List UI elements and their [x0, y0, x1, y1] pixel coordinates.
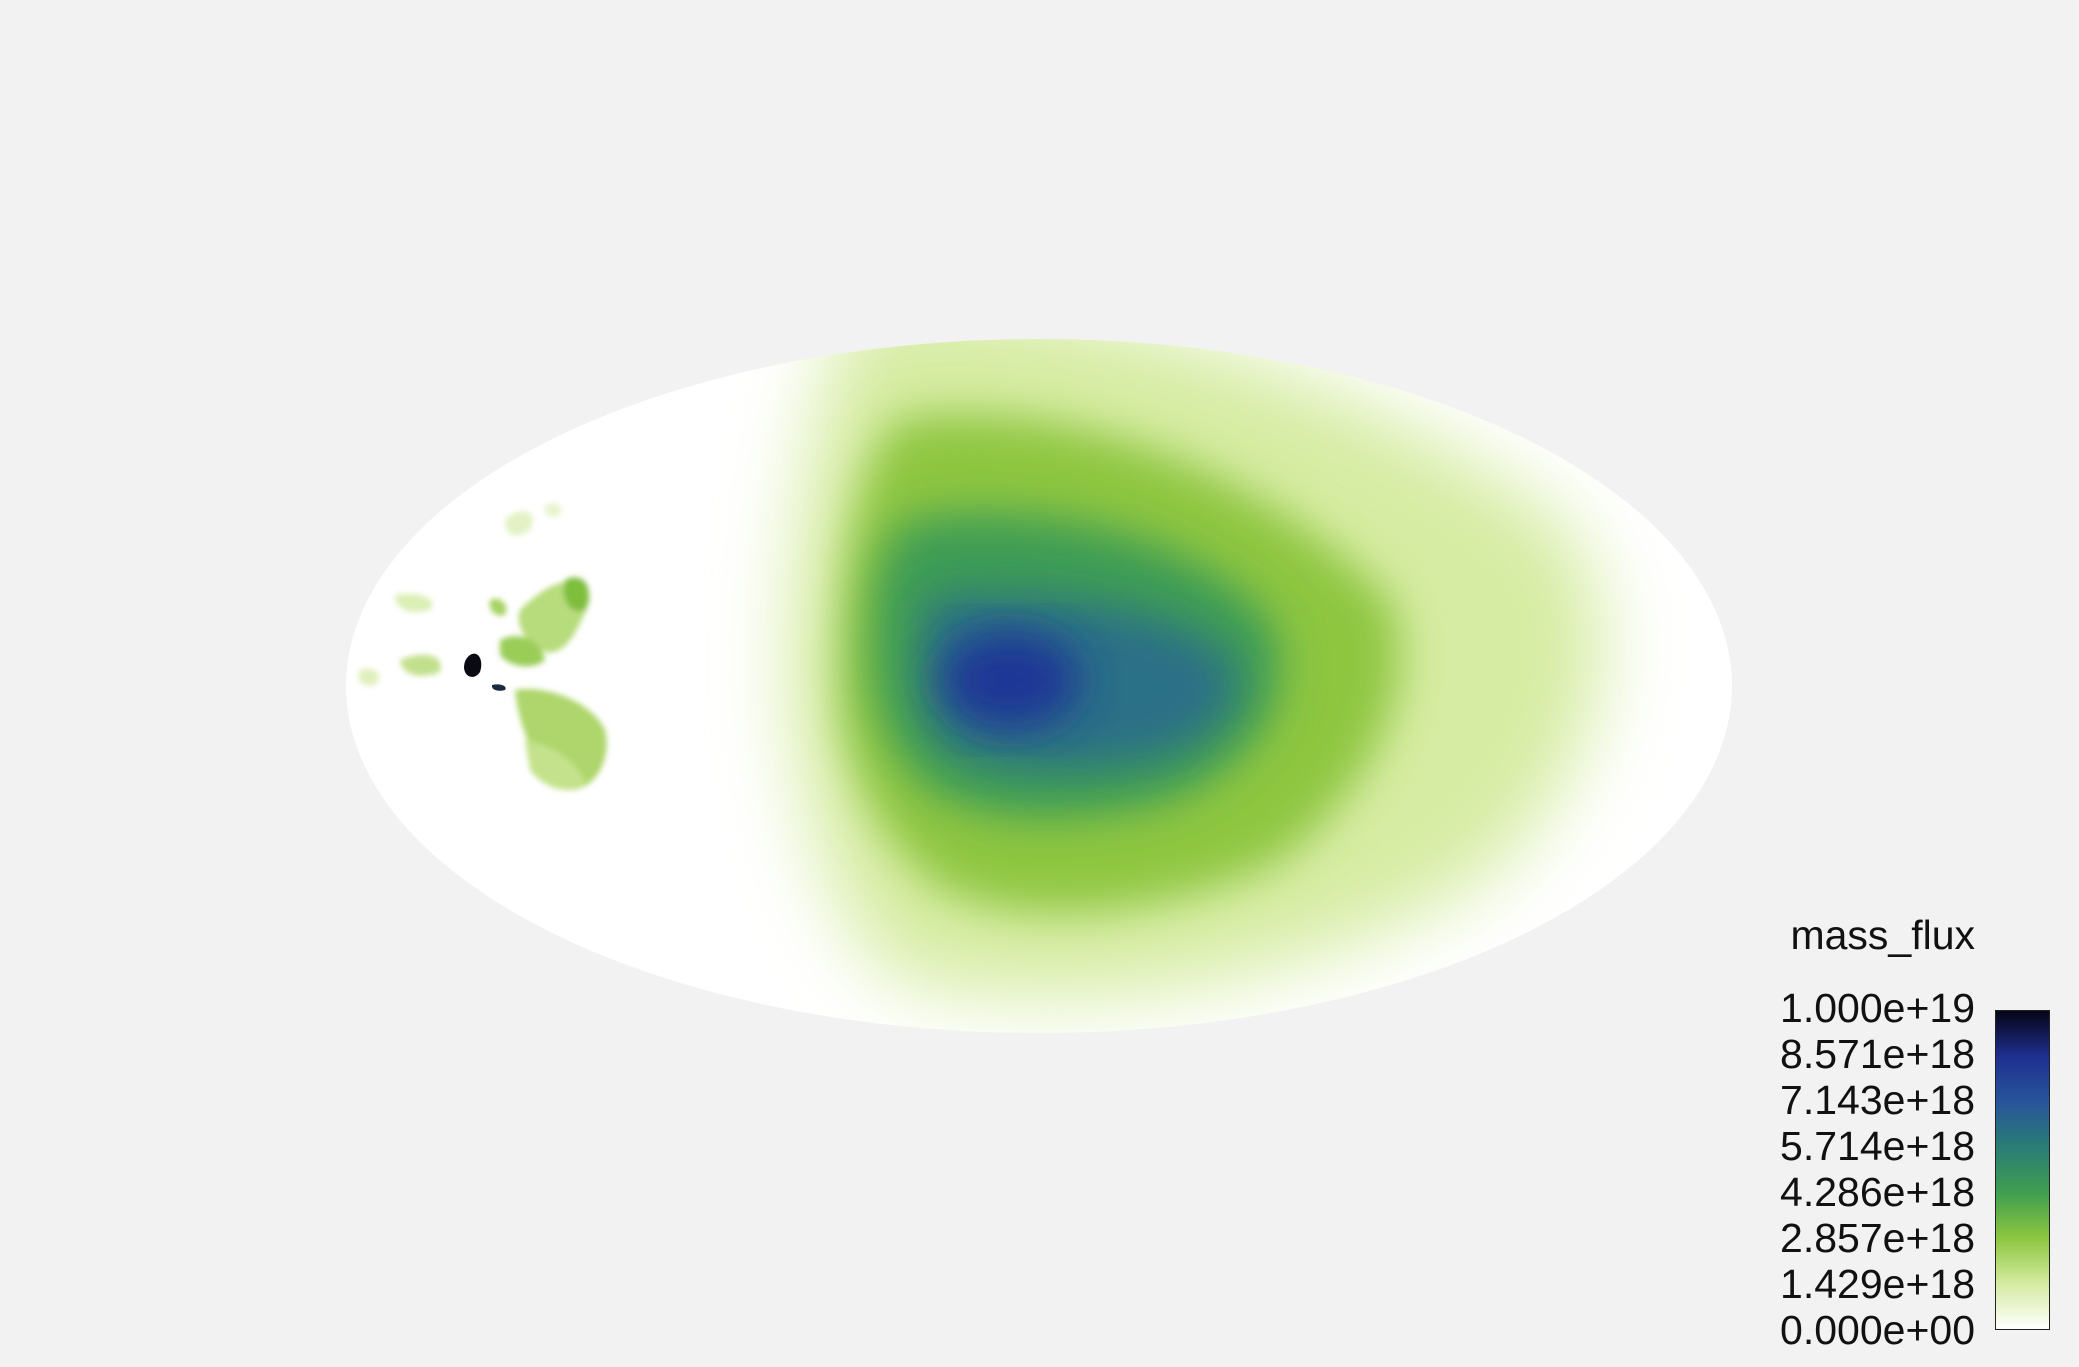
feature-cluster-2 — [500, 636, 545, 667]
colorbar-tick-label: 4.286e+18 — [1780, 1169, 1975, 1215]
flux-core — [940, 632, 1080, 728]
feature-cluster-7 — [489, 598, 507, 616]
colorbar-tick-label: 1.429e+18 — [1780, 1261, 1975, 1307]
dark-spot-1 — [464, 653, 482, 677]
colorbar-tick-label: 8.571e+18 — [1780, 1031, 1975, 1077]
feature-cluster-8 — [505, 511, 533, 536]
dark-spot-2 — [491, 684, 506, 691]
feature-cluster-5 — [395, 593, 433, 612]
colorbar-tick-label: 7.143e+18 — [1780, 1077, 1975, 1123]
colorbar-tick-label: 0.000e+00 — [1780, 1307, 1975, 1353]
feature-cluster-6 — [400, 654, 441, 676]
colorbar-tick-label: 5.714e+18 — [1780, 1123, 1975, 1169]
colorbar-tick-labels: 1.000e+19 8.571e+18 7.143e+18 5.714e+18 … — [1740, 985, 1975, 1353]
feature-cluster-11 — [358, 668, 380, 686]
colorbar-title: mass_flux — [1790, 912, 1975, 958]
colorbar-gradient — [1995, 1010, 2050, 1330]
colorbar-tick-label: 1.000e+19 — [1780, 985, 1975, 1031]
feature-cluster-4 — [525, 740, 585, 790]
feature-cluster-9 — [544, 503, 562, 517]
flux-field — [358, 339, 1602, 997]
left-features — [358, 503, 607, 790]
feature-cluster-10 — [563, 577, 589, 611]
colorbar-tick-label: 2.857e+18 — [1780, 1215, 1975, 1261]
feature-cluster-3 — [515, 689, 607, 790]
